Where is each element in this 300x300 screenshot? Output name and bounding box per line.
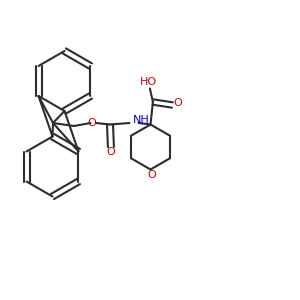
Text: HO: HO: [140, 77, 157, 87]
Text: NH: NH: [133, 115, 150, 125]
Text: O: O: [106, 147, 115, 158]
Text: O: O: [148, 170, 156, 180]
Text: O: O: [88, 118, 96, 128]
Text: O: O: [173, 98, 182, 109]
